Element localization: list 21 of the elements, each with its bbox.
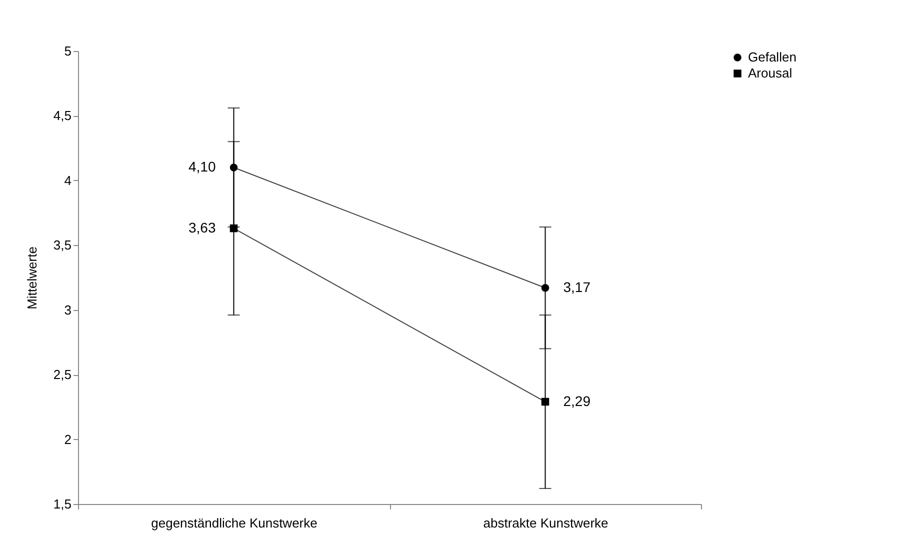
point	[230, 224, 238, 232]
y-tick-label: 4,5	[53, 108, 72, 124]
y-tick-label: 2,5	[53, 367, 72, 382]
data-label: 4,10	[188, 158, 216, 174]
y-tick-label: 4	[64, 172, 72, 188]
y-tick-label: 1,5	[53, 496, 72, 512]
data-label: 3,17	[563, 278, 591, 295]
y-tick-label: 3	[64, 302, 72, 318]
y-tick-label: 3,5	[53, 238, 72, 253]
data-label: 2,29	[563, 392, 591, 409]
point	[541, 284, 550, 292]
y-tick-label: 5	[64, 44, 72, 58]
point	[230, 164, 238, 172]
point	[541, 398, 550, 406]
y-tick-label: 2	[64, 432, 72, 447]
legend-label: Gefallen	[748, 50, 796, 64]
y-axis-title: Mittelwerte	[24, 246, 40, 310]
legend-label: Arousal	[748, 66, 792, 80]
x-tick-label: gegenständliche Kunstwerke	[151, 516, 318, 530]
data-label: 3,63	[188, 219, 216, 236]
x-tick-label: abstrakte Kunstwerke	[483, 516, 608, 530]
